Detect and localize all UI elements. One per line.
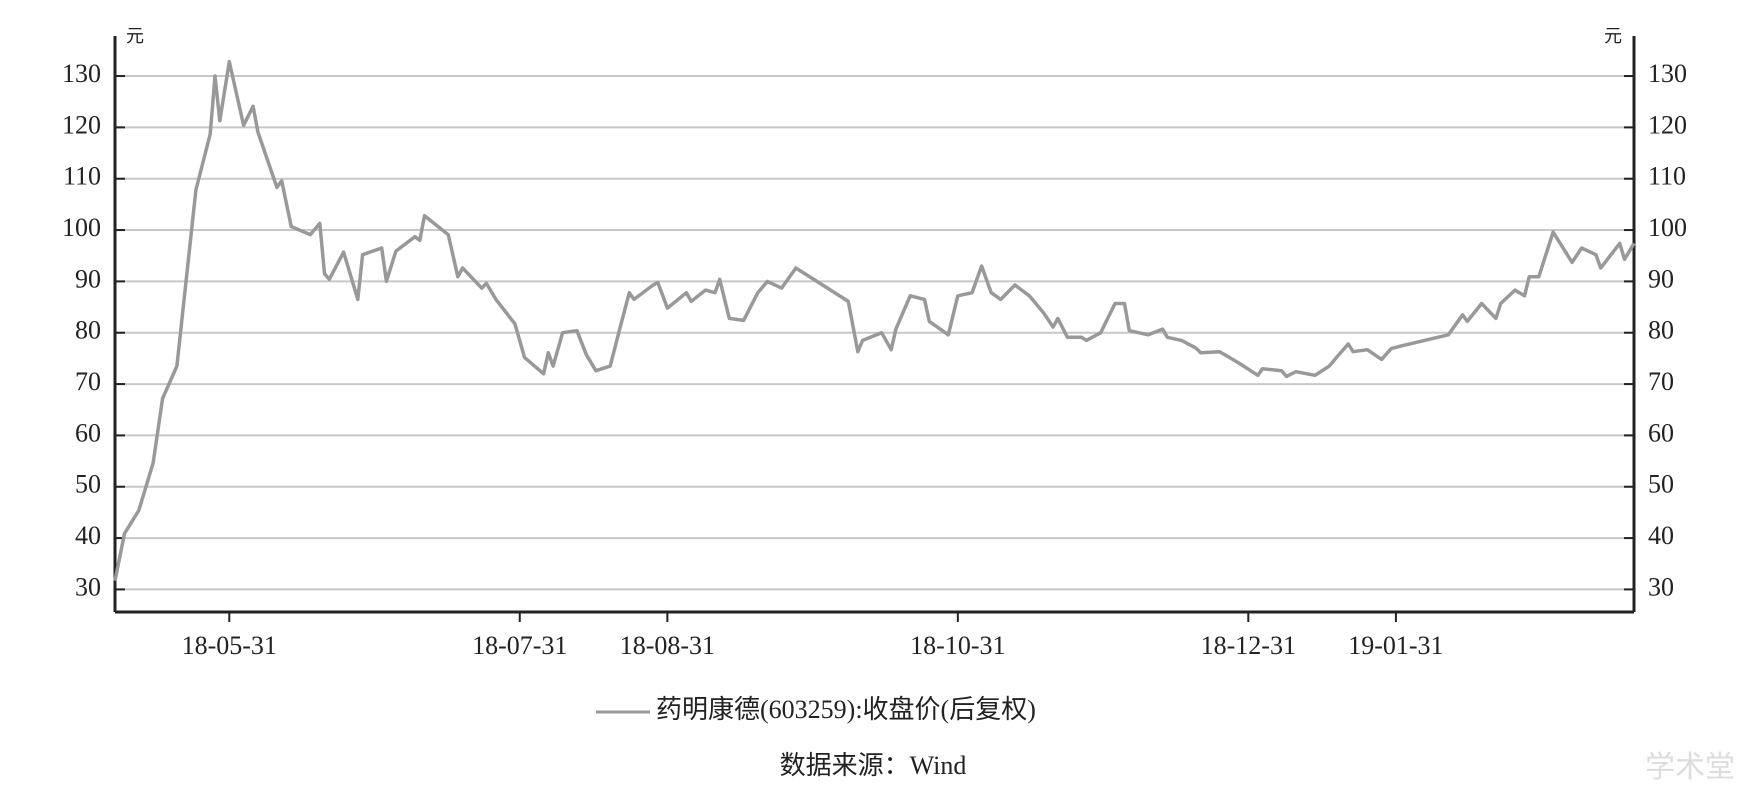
y-tick-label: 110 bbox=[63, 162, 101, 191]
y2-tick-label: 60 bbox=[1648, 418, 1674, 447]
y2-tick-label: 30 bbox=[1648, 572, 1674, 601]
y2-tick-label: 50 bbox=[1648, 470, 1674, 499]
y-tick-label: 100 bbox=[62, 213, 101, 242]
source-note: 数据来源：Wind bbox=[780, 751, 967, 780]
y-tick-label: 90 bbox=[75, 264, 101, 293]
y2-tick-label: 70 bbox=[1648, 367, 1674, 396]
price-line bbox=[113, 59, 1636, 582]
right-unit: 元 bbox=[1604, 26, 1622, 46]
y-tick-label: 50 bbox=[75, 470, 101, 499]
y2-tick-label: 40 bbox=[1648, 521, 1674, 550]
y-tick-label: 120 bbox=[62, 110, 101, 139]
y2-tick-label: 90 bbox=[1648, 264, 1674, 293]
y-tick-label: 130 bbox=[62, 59, 101, 88]
y-tick-label: 30 bbox=[75, 572, 101, 601]
legend-label: 药明康德(603259):收盘价(后复权) bbox=[656, 695, 1036, 724]
y-tick-label: 80 bbox=[75, 316, 101, 345]
watermark: 学术堂 bbox=[1645, 751, 1735, 784]
x-tick-label: 18-08-31 bbox=[620, 631, 715, 660]
y2-tick-label: 110 bbox=[1648, 162, 1686, 191]
y2-tick-label: 120 bbox=[1648, 110, 1687, 139]
x-tick-label: 18-05-31 bbox=[182, 631, 277, 660]
y-tick-label: 70 bbox=[75, 367, 101, 396]
y-tick-label: 40 bbox=[75, 521, 101, 550]
y2-tick-label: 100 bbox=[1648, 213, 1687, 242]
y2-tick-label: 130 bbox=[1648, 59, 1687, 88]
x-tick-label: 18-07-31 bbox=[472, 631, 567, 660]
y-tick-label: 60 bbox=[75, 418, 101, 447]
x-tick-label: 18-10-31 bbox=[910, 631, 1005, 660]
x-tick-label: 18-12-31 bbox=[1201, 631, 1296, 660]
left-unit: 元 bbox=[126, 26, 144, 46]
x-tick-label: 19-01-31 bbox=[1348, 631, 1443, 660]
y2-tick-label: 80 bbox=[1648, 316, 1674, 345]
